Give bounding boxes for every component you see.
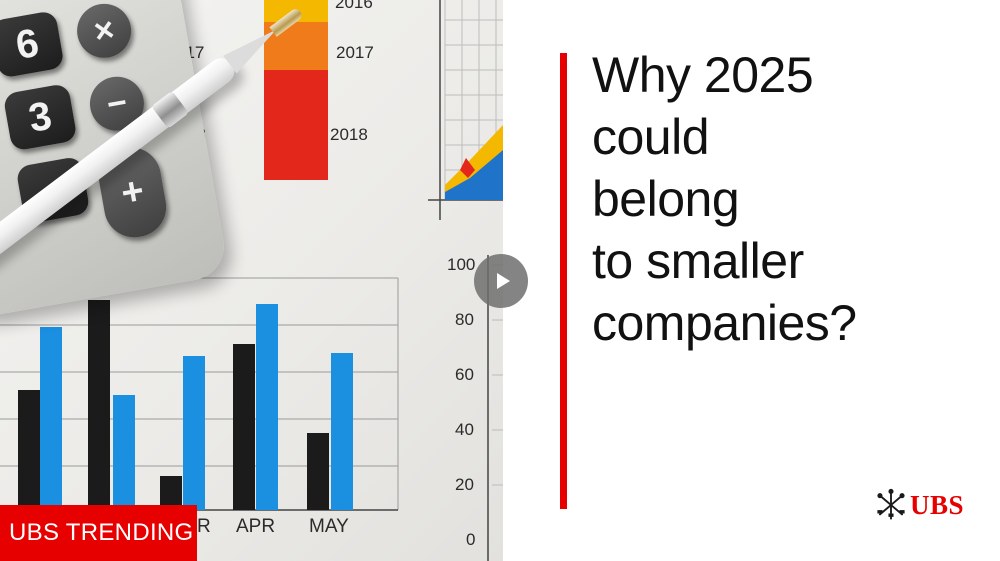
stock-photo: 2016 2017 2018 017 2018 100 80 60 40 20 … [0,0,503,561]
right-axis-chart [487,255,503,561]
trending-badge: UBS TRENDING [0,505,197,561]
paper-charts-illustration [0,0,503,561]
axis-tick-label: 0 [466,530,476,549]
axis-tick-label: 20 [455,475,474,494]
headline-line: companies? [592,295,857,351]
year-label: 2016 [335,0,373,12]
month-label: APR [236,516,276,537]
ubs-logo: UBS [874,488,964,522]
axis-tick-label: 40 [455,420,474,439]
axis-tick-label: 60 [455,365,474,384]
top-grid-chart [428,0,503,220]
year-label: 2017 [336,43,374,62]
month-label: MAY [309,516,349,537]
accent-bar [560,53,567,509]
calc-key: 3 [2,82,78,152]
year-label: 2018 [330,125,368,144]
headline-line: could [592,109,710,165]
calc-key: × [72,0,136,63]
logo-text: UBS [910,489,965,520]
play-button[interactable] [474,254,528,308]
bottom-bar-chart [0,277,399,511]
headline: Why 2025 could belong to smaller compani… [592,44,972,354]
keys-icon [877,488,905,520]
top-stacked-bar [264,0,328,180]
axis-tick-label: 100 [447,255,476,274]
play-icon [496,273,510,289]
headline-line: to smaller [592,233,804,289]
month-label: R [197,516,211,537]
headline-line: Why 2025 [592,47,814,103]
calc-key: 6 [0,10,65,79]
axis-tick-label: 80 [455,310,474,329]
trending-badge-label: UBS TRENDING [9,519,194,546]
headline-line: belong [592,171,740,227]
